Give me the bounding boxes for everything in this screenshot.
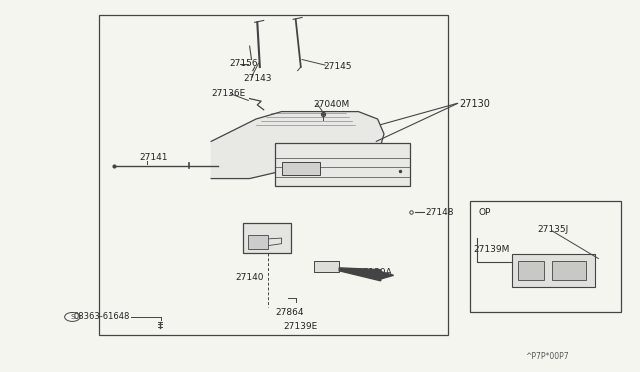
Bar — [518, 261, 544, 280]
Bar — [282, 162, 320, 175]
Text: 27130: 27130 — [460, 99, 490, 109]
Polygon shape — [211, 112, 384, 179]
Bar — [275, 143, 410, 186]
Text: 27040M: 27040M — [314, 100, 350, 109]
Text: 27140: 27140 — [236, 273, 264, 282]
Text: 27864: 27864 — [275, 308, 304, 317]
Bar — [248, 235, 268, 249]
Text: 27141: 27141 — [140, 153, 168, 162]
Text: 27143: 27143 — [243, 74, 272, 83]
Text: 27139E: 27139E — [284, 322, 318, 331]
Polygon shape — [339, 268, 394, 281]
Text: 27135J: 27135J — [538, 225, 569, 234]
Text: 27130A: 27130A — [357, 268, 392, 277]
Bar — [243, 223, 291, 253]
Text: S: S — [70, 314, 74, 320]
Text: 27136E: 27136E — [211, 89, 246, 98]
Text: OP: OP — [479, 208, 491, 217]
Text: 08363-61648: 08363-61648 — [74, 312, 130, 321]
Bar — [470, 201, 621, 312]
Text: 27148: 27148 — [426, 208, 454, 217]
Text: 27139M: 27139M — [474, 246, 510, 254]
Text: 27145: 27145 — [323, 62, 352, 71]
Text: ^P7P*00P7: ^P7P*00P7 — [525, 352, 568, 361]
Bar — [552, 261, 586, 280]
Bar — [512, 254, 595, 287]
Bar — [99, 15, 448, 335]
Bar — [314, 261, 339, 272]
Text: 27156: 27156 — [229, 60, 258, 68]
